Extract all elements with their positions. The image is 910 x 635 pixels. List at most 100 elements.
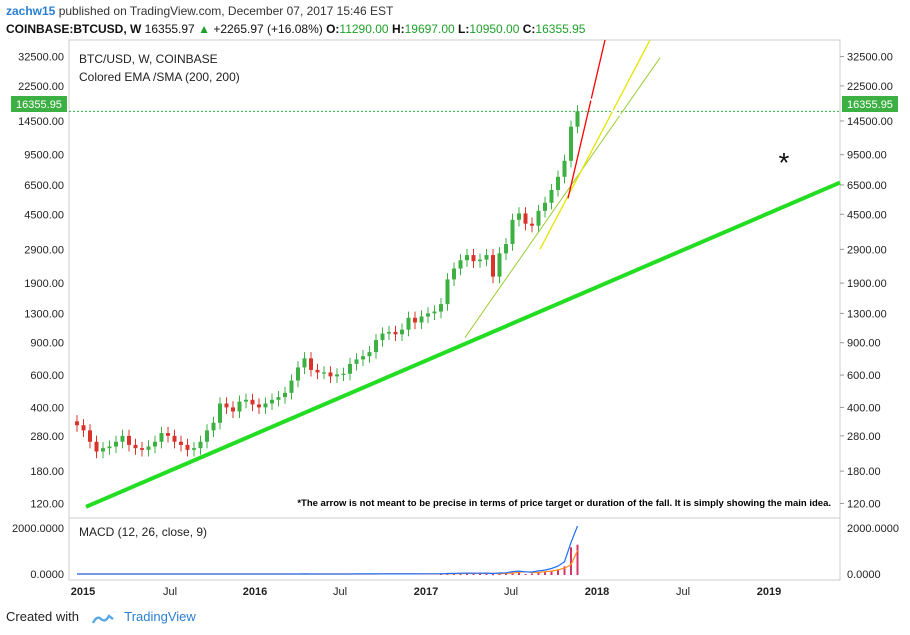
y-tick-label-right: 9500.00 [847,150,887,162]
macd-histogram-bar [472,573,475,575]
macd-histogram-bar [466,573,468,575]
candle-body [452,268,456,280]
current-price: 16355.97 [144,22,195,36]
candle-body [348,363,352,374]
y-tick-label-left: 6500.00 [24,180,64,192]
y-tick-label-right: 280.00 [847,431,881,443]
macd-histogram-bar [453,573,455,575]
candle-body [549,190,554,203]
candle-body [406,317,411,330]
candle-body [510,219,515,245]
candle-body [465,255,469,261]
x-tick-label: 2019 [757,586,781,598]
candle-body [497,253,502,277]
publish-line: zachw15 published on TradingView.com, De… [6,4,393,18]
candle-body [445,279,450,305]
candle-body [335,374,339,377]
y-tick-label-left: 180.00 [30,466,64,478]
low-value: 10950.00 [469,22,520,36]
candle-body [530,223,534,226]
arrow-disclaimer: *The arrow is not meant to be precise in… [297,498,831,509]
y-tick-label-left: 14500.00 [18,116,64,128]
macd-histogram-bar [524,573,527,575]
macd-histogram-bar [518,572,520,575]
close-value: 16355.95 [535,22,586,36]
projection-arrow-head [772,193,786,204]
candle-body [322,372,326,374]
author-link[interactable]: zachw15 [6,4,56,18]
x-tick-label: Jul [676,586,690,598]
candle-body [101,448,105,452]
candle-body [367,352,372,357]
candle-body [224,403,229,408]
candle-body [562,160,567,177]
price-chart[interactable]: 32500.00 22500.00 14500.00 9500.00 6500.00 45… [0,0,910,600]
candle-body [244,399,248,402]
macd-histogram-bar [479,573,481,575]
candles-group [75,105,580,459]
x-tick-label: 2017 [414,586,438,598]
candle-body [146,446,151,450]
macd-histogram-bar [544,572,546,575]
y-tick-label-right: 1300.00 [847,308,887,320]
candle-body [257,404,261,408]
last-price-label-left: 16355.95 [16,99,62,111]
y-tick-label-right: 120.00 [847,498,881,510]
candle-body [387,331,391,334]
candle-body [159,433,164,442]
x-tick-label: Jul [504,586,518,598]
candle-body [315,369,320,373]
macd-histogram-bar [492,574,494,576]
y-tick-label-left: 22500.00 [18,81,64,93]
y-tick-label-right: 32500.00 [847,52,893,64]
candle-body [250,399,255,405]
candle-body [237,401,242,412]
candle-body [198,441,203,449]
candle-body [458,260,463,269]
candle-body [185,444,190,450]
open-label: O: [326,22,340,36]
y-tick-label-right: 1900.00 [847,278,887,290]
macd-tick-left: 2000.0000 [12,523,64,535]
candle-body [432,311,437,314]
y-tick-label-left: 600.00 [30,370,64,382]
macd-histogram-bar [563,566,566,575]
macd-line [77,525,579,575]
candle-body [374,340,378,353]
candle-body [289,380,294,393]
candle-body [107,446,112,449]
y-tick-label-right: 4500.00 [847,209,887,221]
macd-histogram-bar [570,547,572,575]
candle-body [140,448,144,450]
candle-body [296,367,300,381]
legend-macd: MACD (12, 26, close, 9) [79,525,207,539]
price-change: +2265.97 (+16.08%) [213,22,323,36]
macd-tick-right: 2000.0000 [847,523,899,535]
y-tick-label-right: 22500.00 [847,81,893,93]
candle-body [283,392,287,398]
footer: Created with TradingView [6,609,196,624]
macd-histogram-bar [505,573,507,575]
y-tick-label-left: 1300.00 [24,308,64,320]
macd-histogram-bar [485,573,488,575]
created-with-text: Created with [6,609,79,624]
macd-tick-left: 0.0000 [30,569,64,581]
x-tick-label: 2016 [243,586,267,598]
macd-histogram-bar [550,570,553,575]
candle-body [361,356,365,360]
x-tick-label: 2018 [585,586,609,598]
y-tick-label-left: 280.00 [30,431,64,443]
candle-body [120,435,125,442]
candle-body [192,448,196,450]
y-tick-label-left: 32500.00 [18,52,64,64]
fan-line-olive [464,57,661,338]
last-price-label-right: 16355.95 [847,99,893,111]
x-tick-label: Jul [333,586,347,598]
candle-body [179,441,183,445]
tradingview-link[interactable]: TradingView [124,609,196,624]
macd-histogram-bar [531,573,533,575]
y-tick-label-right: 2900.00 [847,244,887,256]
y-tick-label-right: 6500.00 [847,180,887,192]
candle-body [172,435,177,442]
symbol-name: COINBASE:BTCUSD, W [6,22,142,36]
